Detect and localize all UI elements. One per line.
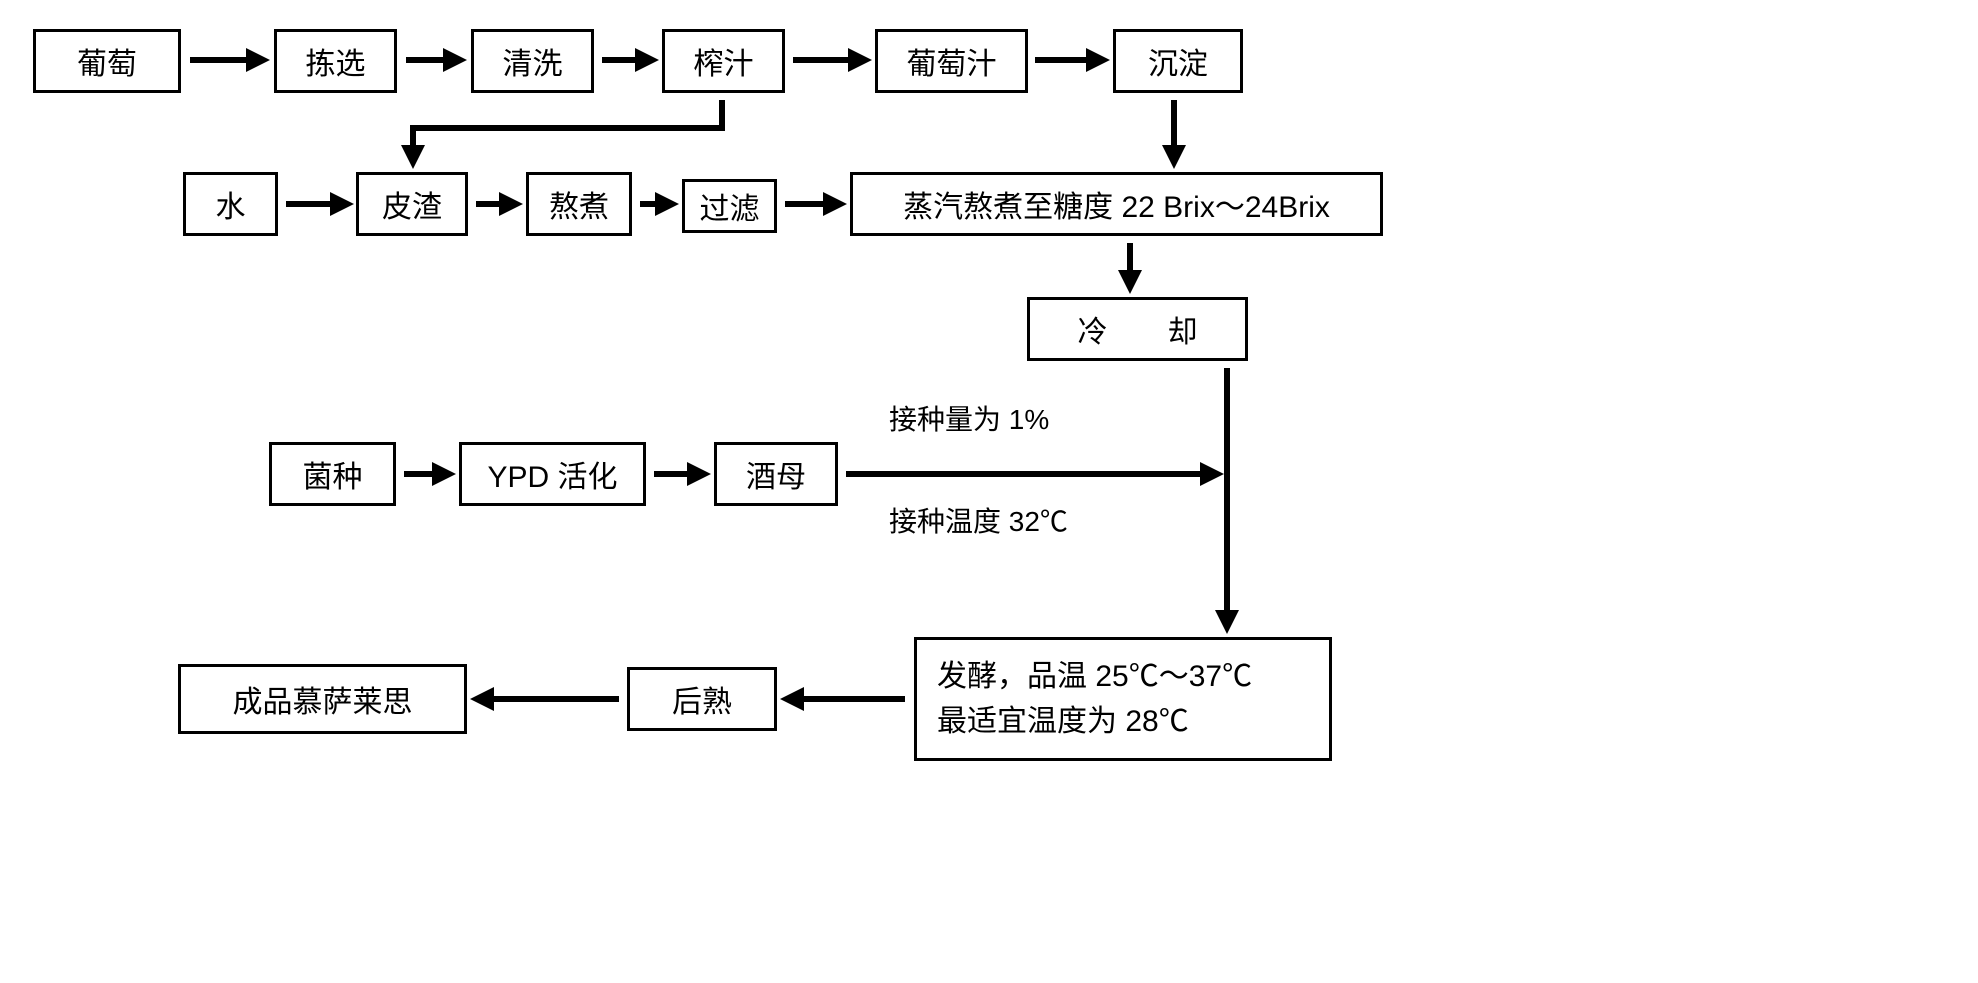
node-ypd-label: YPD 活化: [487, 452, 617, 496]
node-wash-label: 清洗: [503, 39, 563, 83]
node-boil-label: 熬煮: [549, 182, 609, 226]
node-filter-label: 过滤: [700, 184, 760, 228]
node-grape-label: 葡萄: [77, 39, 137, 83]
node-strain: 菌种: [269, 442, 396, 506]
node-wash: 清洗: [471, 29, 594, 93]
node-settle: 沉淀: [1113, 29, 1243, 93]
node-cool-label: 冷 却: [1078, 307, 1198, 351]
node-boil: 熬煮: [526, 172, 632, 236]
node-product-label: 成品慕萨莱思: [233, 677, 413, 721]
node-press: 榨汁: [662, 29, 785, 93]
node-ferment: 发酵，品温 25℃～37℃ 最适宜温度为 28℃: [914, 637, 1332, 761]
node-filter: 过滤: [682, 179, 777, 233]
node-strain-label: 菌种: [303, 452, 363, 496]
node-pomace-label: 皮渣: [382, 182, 442, 226]
node-ripen: 后熟: [627, 667, 777, 731]
node-water-label: 水: [216, 182, 246, 226]
node-grape: 葡萄: [33, 29, 181, 93]
node-juice: 葡萄汁: [875, 29, 1028, 93]
node-sort-label: 拣选: [306, 39, 366, 83]
node-mother-label: 酒母: [746, 452, 806, 496]
node-ypd: YPD 活化: [459, 442, 646, 506]
node-press-label: 榨汁: [694, 39, 754, 83]
node-cool: 冷 却: [1027, 297, 1248, 361]
label-inoc-temp: 接种温度 32℃: [889, 500, 1068, 540]
node-ferment-label1: 发酵，品温 25℃～37℃: [937, 654, 1252, 699]
node-ripen-label: 后熟: [672, 677, 732, 721]
node-steamboil: 蒸汽熬煮至糖度 22 Brix～24Brix: [850, 172, 1383, 236]
node-mother: 酒母: [714, 442, 838, 506]
node-settle-label: 沉淀: [1148, 39, 1208, 83]
node-pomace: 皮渣: [356, 172, 468, 236]
node-ferment-label2: 最适宜温度为 28℃: [937, 699, 1189, 744]
node-juice-label: 葡萄汁: [907, 39, 997, 83]
node-water: 水: [183, 172, 278, 236]
node-steamboil-label: 蒸汽熬煮至糖度 22 Brix～24Brix: [903, 182, 1330, 226]
node-product: 成品慕萨莱思: [178, 664, 467, 734]
node-sort: 拣选: [274, 29, 397, 93]
arrow-press-to-pomace: [413, 100, 722, 163]
label-inoc-amount: 接种量为 1%: [889, 398, 1049, 438]
